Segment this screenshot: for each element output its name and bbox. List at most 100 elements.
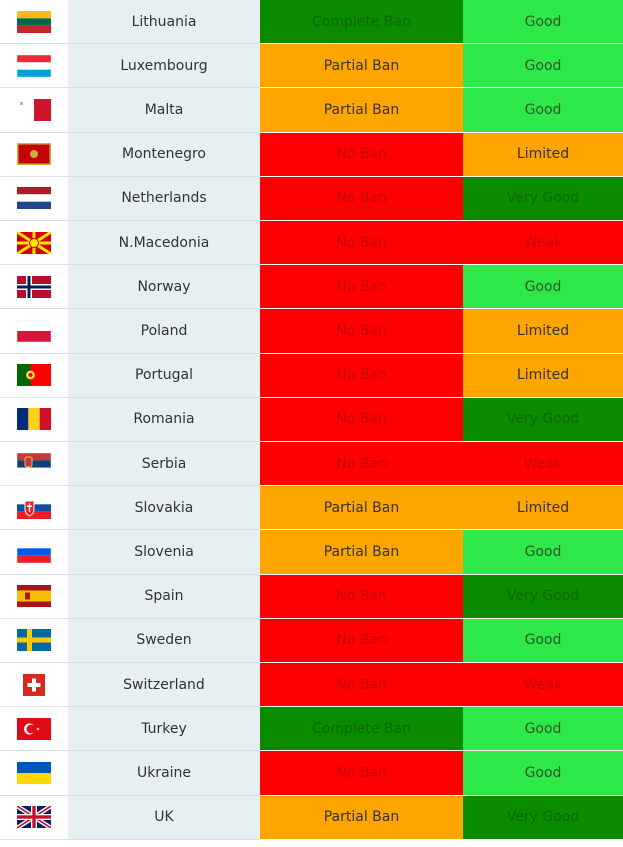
ban-status: No Ban	[260, 751, 463, 796]
rating-status: Limited	[463, 132, 623, 177]
rating-status: Good	[463, 530, 623, 575]
flag-slovenia-icon	[17, 540, 51, 563]
rating-status: Good	[463, 44, 623, 89]
country-name: UK	[68, 795, 260, 840]
flag-cell	[0, 618, 68, 663]
flag-lithuania-icon	[17, 10, 51, 33]
flag-spain-icon	[17, 585, 51, 608]
country-name: Romania	[68, 397, 260, 442]
rating-status: Very Good	[463, 397, 623, 442]
rating-status: Weak	[463, 442, 623, 487]
country-name: Spain	[68, 574, 260, 619]
ban-status: No Ban	[260, 265, 463, 310]
ban-status: No Ban	[260, 309, 463, 354]
rating-status: Good	[463, 751, 623, 796]
rating-status: Very Good	[463, 574, 623, 619]
country-name: Norway	[68, 265, 260, 310]
country-name: Switzerland	[68, 663, 260, 708]
country-name: Malta	[68, 88, 260, 133]
country-name: Slovenia	[68, 530, 260, 575]
flag-cell	[0, 707, 68, 752]
ban-status: Partial Ban	[260, 88, 463, 133]
flag-romania-icon	[17, 408, 51, 431]
flag-cell	[0, 265, 68, 310]
table-row: Slovenia Partial Ban Good	[0, 530, 623, 575]
flag-portugal-icon	[17, 364, 51, 387]
flag-cell	[0, 221, 68, 266]
table-row: Lithuania Complete Ban Good	[0, 0, 623, 45]
flag-montenegro-icon	[17, 143, 51, 166]
table-row: Slovakia Partial Ban Limited	[0, 486, 623, 531]
ban-status: No Ban	[260, 618, 463, 663]
country-name: Portugal	[68, 353, 260, 398]
table-row: N.Macedonia No Ban Weak	[0, 221, 623, 266]
ban-status: No Ban	[260, 176, 463, 221]
flag-cell	[0, 530, 68, 575]
country-name: N.Macedonia	[68, 221, 260, 266]
country-name: Turkey	[68, 707, 260, 752]
rating-status: Good	[463, 88, 623, 133]
flag-malta-icon	[17, 98, 51, 121]
ban-status: No Ban	[260, 353, 463, 398]
table-row: Poland No Ban Limited	[0, 309, 623, 354]
rating-status: Very Good	[463, 176, 623, 221]
country-name: Netherlands	[68, 176, 260, 221]
rating-status: Good	[463, 618, 623, 663]
flag-cell	[0, 442, 68, 487]
flag-uk-icon	[17, 806, 51, 829]
table-row: Romania No Ban Very Good	[0, 397, 623, 442]
ban-status: No Ban	[260, 132, 463, 177]
rating-status: Limited	[463, 486, 623, 531]
flag-cell	[0, 309, 68, 354]
flag-north-macedonia-icon	[17, 231, 51, 254]
flag-netherlands-icon	[17, 187, 51, 210]
flag-cell	[0, 397, 68, 442]
ban-status: No Ban	[260, 574, 463, 619]
ban-status: Partial Ban	[260, 44, 463, 89]
ban-status: No Ban	[260, 442, 463, 487]
flag-cell	[0, 0, 68, 45]
ban-status: No Ban	[260, 221, 463, 266]
ban-status: Partial Ban	[260, 795, 463, 840]
flag-cell	[0, 663, 68, 708]
ban-status: Complete Ban	[260, 707, 463, 752]
country-name: Montenegro	[68, 132, 260, 177]
table-row: Switzerland No Ban Weak	[0, 663, 623, 708]
flag-cell	[0, 88, 68, 133]
flag-norway-icon	[17, 275, 51, 298]
rating-status: Good	[463, 0, 623, 45]
table-row: Spain No Ban Very Good	[0, 574, 623, 619]
country-name: Slovakia	[68, 486, 260, 531]
rating-status: Weak	[463, 663, 623, 708]
table-row: Portugal No Ban Limited	[0, 353, 623, 398]
country-name: Lithuania	[68, 0, 260, 45]
ban-status: Partial Ban	[260, 486, 463, 531]
flag-cell	[0, 353, 68, 398]
country-name: Sweden	[68, 618, 260, 663]
country-name: Ukraine	[68, 751, 260, 796]
country-name: Poland	[68, 309, 260, 354]
table-row: Norway No Ban Good	[0, 265, 623, 310]
flag-sweden-icon	[17, 629, 51, 652]
flag-cell	[0, 44, 68, 89]
table-row: Turkey Complete Ban Good	[0, 707, 623, 752]
flag-switzerland-icon	[23, 673, 45, 696]
rating-status: Good	[463, 707, 623, 752]
rating-status: Limited	[463, 309, 623, 354]
rating-status: Weak	[463, 221, 623, 266]
country-name: Serbia	[68, 442, 260, 487]
flag-cell	[0, 176, 68, 221]
table-row: Sweden No Ban Good	[0, 618, 623, 663]
flag-ukraine-icon	[17, 761, 51, 784]
rating-status: Good	[463, 265, 623, 310]
flag-poland-icon	[17, 319, 51, 342]
flag-cell	[0, 795, 68, 840]
table-row: Montenegro No Ban Limited	[0, 132, 623, 177]
ban-status: Complete Ban	[260, 0, 463, 45]
flag-luxembourg-icon	[17, 54, 51, 77]
flag-serbia-icon	[17, 452, 51, 475]
table-row: UK Partial Ban Very Good	[0, 795, 623, 840]
table-row: Luxembourg Partial Ban Good	[0, 44, 623, 89]
flag-cell	[0, 132, 68, 177]
